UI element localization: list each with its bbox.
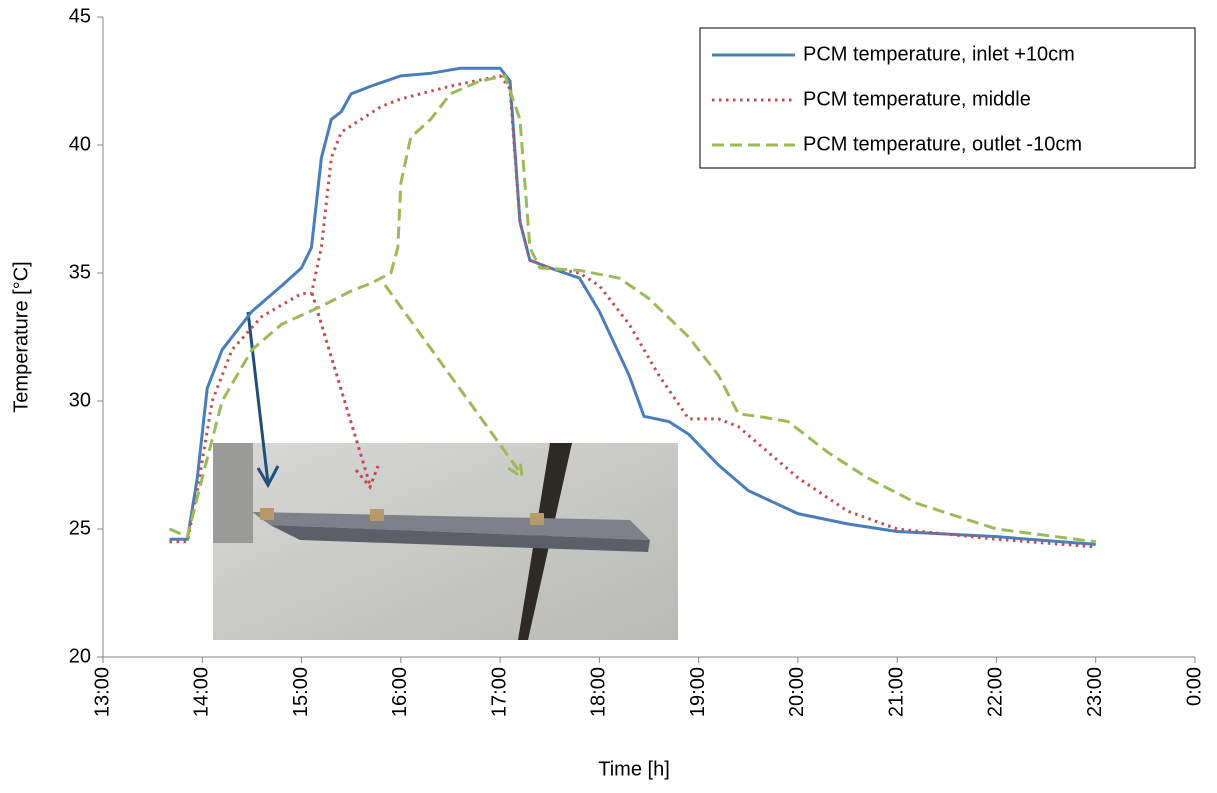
y-tick-label: 40 [69, 133, 91, 155]
x-tick-label: 22:00 [985, 667, 1007, 717]
y-tick-label: 20 [69, 645, 91, 667]
legend-label: PCM temperature, inlet +10cm [803, 43, 1075, 65]
x-tick-label: 13:00 [91, 667, 113, 717]
series-line [168, 74, 1096, 544]
legend-label: PCM temperature, outlet -10cm [803, 133, 1082, 155]
series-line [169, 66, 1096, 546]
y-tick-label: 25 [69, 517, 91, 539]
y-tick-label: 30 [69, 389, 91, 411]
legend-box [699, 27, 1196, 169]
x-tick-label: 17:00 [488, 667, 510, 717]
legend-label: PCM temperature, middle [803, 88, 1031, 110]
x-axis-title: Time [h] [598, 758, 670, 780]
x-tick-label: 19:00 [687, 667, 709, 717]
x-tick-label: 20:00 [786, 667, 808, 717]
x-tick-label: 15:00 [290, 667, 312, 717]
x-tick-label: 0:00 [1183, 667, 1205, 706]
x-tick-label: 18:00 [588, 667, 610, 717]
y-tick-label: 45 [69, 5, 91, 27]
x-tick-label: 23:00 [1084, 667, 1106, 717]
x-tick-label: 16:00 [389, 667, 411, 717]
x-tick-label: 21:00 [885, 667, 907, 717]
photo [213, 443, 678, 640]
y-axis-title: Temperature [°C] [10, 261, 32, 412]
x-tick-label: 14:00 [191, 667, 213, 717]
y-tick-label: 35 [69, 261, 91, 283]
arrows [246, 284, 524, 490]
